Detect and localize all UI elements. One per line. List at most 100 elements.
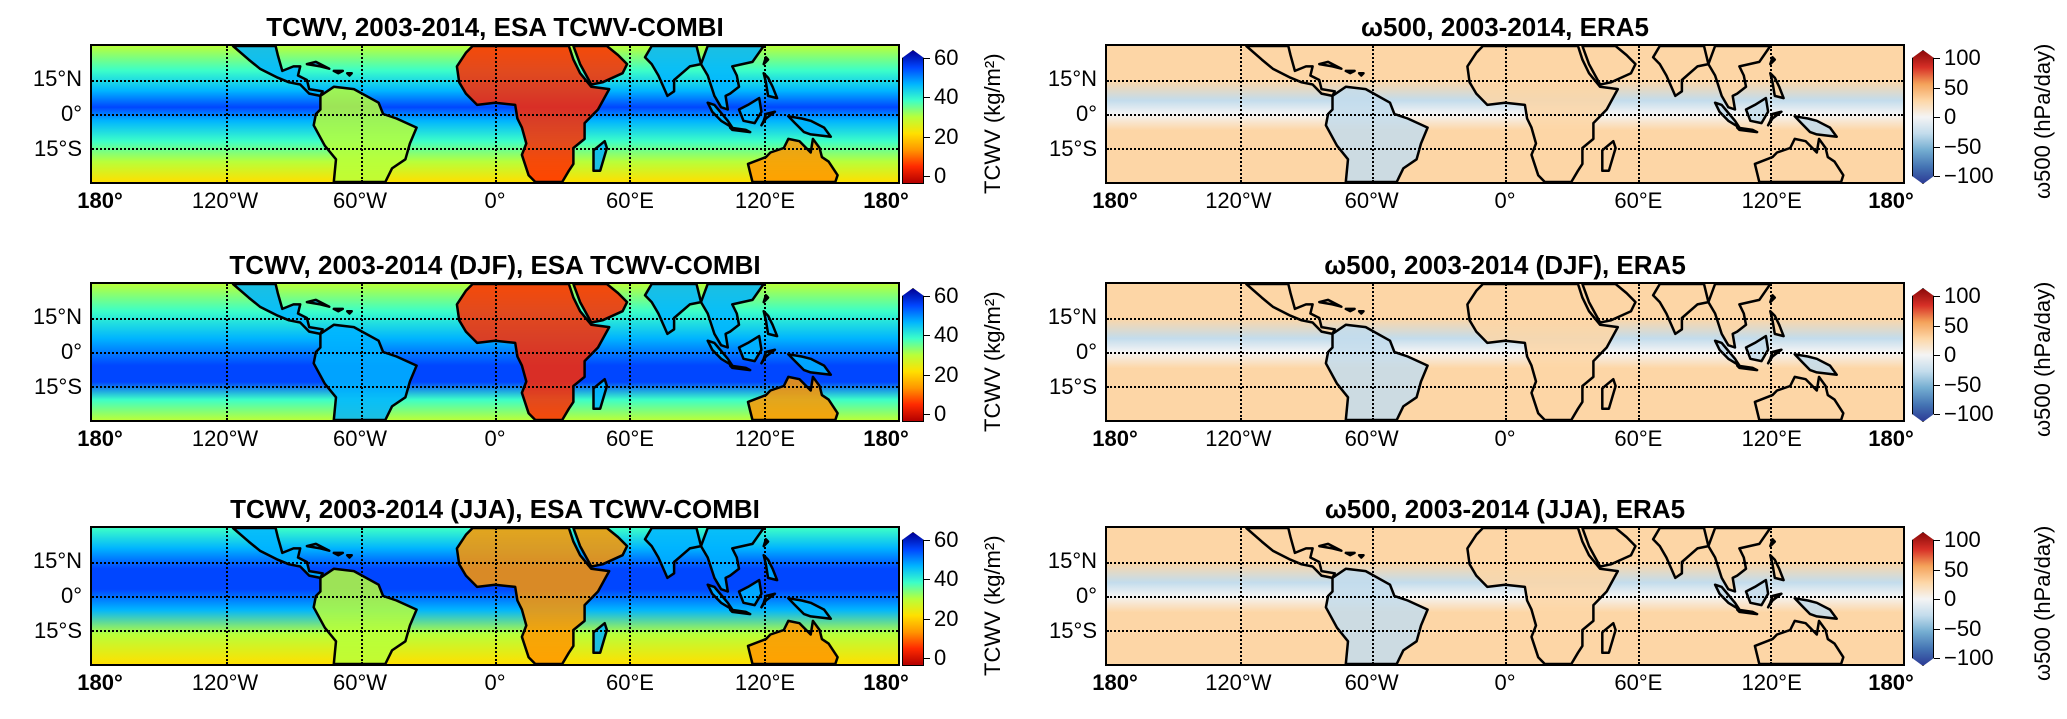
longitude-tick-label: 180° xyxy=(1092,188,1138,213)
continent-outline xyxy=(1324,85,1429,182)
continent-outline xyxy=(1581,528,1637,568)
continent-outline xyxy=(1318,60,1343,70)
longitude-tick-label: 120°E xyxy=(1741,426,1802,451)
latitude-tick-label: 15°S xyxy=(34,374,82,399)
colorbar-tick-label: 60 xyxy=(934,45,959,70)
longitude-tick-label: 0° xyxy=(484,188,506,213)
longitude-tick-label: 120°E xyxy=(1741,188,1802,213)
panel-title: ω500, 2003-2014 (DJF), ERA5 xyxy=(1324,250,1686,280)
continent-outline xyxy=(1324,323,1429,420)
map-plot xyxy=(1105,526,1905,666)
continent-outline xyxy=(1793,353,1838,376)
colorbar-tick-label: 40 xyxy=(934,84,959,110)
continent-outline xyxy=(1735,126,1759,134)
colorbar-tick-mark xyxy=(924,540,930,541)
continent-outline xyxy=(1357,71,1365,77)
colorbar-tick-label: 0 xyxy=(1944,104,1957,129)
continent-outline xyxy=(1344,551,1356,557)
continent-outline xyxy=(737,578,763,607)
latitude-tick-label: 15°S xyxy=(34,136,82,161)
continent-outline xyxy=(1744,96,1770,125)
colorbar-gradient xyxy=(902,532,924,666)
longitude-tick-label: 120°W xyxy=(191,670,259,695)
colorbar-tick-mark xyxy=(924,58,930,59)
panel-title: TCWV, 2003-2014, ESA TCWV-COMBI xyxy=(266,12,724,42)
longitude-tick-label: 0° xyxy=(484,426,506,451)
continent-outline xyxy=(728,126,752,134)
latitude-tick-label: 15°S xyxy=(1049,374,1097,399)
map-plot xyxy=(90,282,900,422)
colorbar-tick-label: 20 xyxy=(934,605,959,631)
continent-outline xyxy=(332,69,345,75)
latitude-gridline xyxy=(92,148,898,150)
latitude-tick-label: 0° xyxy=(60,339,82,364)
colorbar-gradient xyxy=(902,50,924,184)
continent-outline xyxy=(1245,284,1336,336)
longitude-tick-label: 120°E xyxy=(734,670,796,695)
continent-outline xyxy=(1735,364,1759,372)
colorbar-tick-mark xyxy=(1934,384,1940,386)
latitude-tick-label: 15°S xyxy=(1049,618,1097,643)
continent-outline xyxy=(762,309,779,338)
continent-outline xyxy=(787,353,833,376)
panel-title: TCWV, 2003-2014 (JJA), ESA TCWV-COMBI xyxy=(230,494,760,524)
longitude-tick-label: 60°E xyxy=(1614,670,1663,695)
continent-outline xyxy=(332,551,345,557)
colorbar-tick-mark xyxy=(1934,117,1940,118)
colorbar-tick-mark xyxy=(924,97,930,99)
colorbar-tick-mark xyxy=(1934,414,1940,415)
longitude-tick-label: 180° xyxy=(863,188,909,213)
continent-outline xyxy=(1769,71,1785,100)
longitude-tick-label: 180° xyxy=(1092,670,1138,695)
colorbar-tick-mark xyxy=(924,618,930,620)
colorbar-tick-mark xyxy=(1934,146,1940,148)
longitude-tick-label: 120°E xyxy=(1741,670,1802,695)
longitude-tick-label: 60°W xyxy=(332,188,388,213)
latitude-gridline xyxy=(92,114,898,116)
longitude-tick-label: 60°W xyxy=(332,670,388,695)
continent-outline xyxy=(1344,307,1356,313)
longitude-tick-label: 120°E xyxy=(734,188,796,213)
colorbar-tick-label: 100 xyxy=(1944,45,1981,70)
latitude-tick-label: 15°S xyxy=(1049,136,1097,161)
map-plot xyxy=(1105,44,1905,184)
continent-outline xyxy=(345,71,353,77)
continent-outline xyxy=(231,46,324,98)
continent-outline xyxy=(1581,284,1637,324)
colorbar-label: TCWV (kg/m²) xyxy=(980,53,1005,194)
continent-outline xyxy=(1245,528,1336,580)
colorbar-tick-label: 100 xyxy=(1944,283,1981,308)
colorbar-tick-label: 100 xyxy=(1944,527,1981,552)
continent-outline xyxy=(1344,69,1356,75)
colorbar-tick-mark xyxy=(1934,599,1940,600)
latitude-gridline xyxy=(92,386,898,388)
colorbar-tick-mark xyxy=(924,176,930,177)
continent-outline xyxy=(572,284,629,324)
latitude-gridline xyxy=(92,630,898,632)
longitude-tick-label: 0° xyxy=(1494,670,1516,695)
colorbar-tick-mark xyxy=(924,414,930,415)
colorbar-tick-label: 20 xyxy=(934,361,959,387)
longitude-tick-label: 60°W xyxy=(332,426,388,451)
colorbar-tick-label: 40 xyxy=(934,322,959,348)
colorbar-gradient xyxy=(1912,288,1934,422)
panel-title: TCWV, 2003-2014 (DJF), ESA TCWV-COMBI xyxy=(229,250,761,280)
longitude-tick-label: 0° xyxy=(1494,426,1516,451)
latitude-gridline xyxy=(1107,114,1903,116)
colorbar-label: TCWV (kg/m²) xyxy=(980,535,1005,676)
colorbar-tick-mark xyxy=(924,335,930,337)
latitude-gridline xyxy=(1107,352,1903,354)
continent-outline xyxy=(699,528,765,593)
map-plot xyxy=(90,44,900,184)
colorbar-tick-label: 50 xyxy=(1944,312,1969,338)
continent-outline xyxy=(1744,578,1770,607)
colorbar-tick-mark xyxy=(1934,296,1940,297)
latitude-tick-label: 15°S xyxy=(34,618,82,643)
latitude-tick-label: 15°N xyxy=(32,304,82,329)
colorbar-tick-mark xyxy=(1934,176,1940,177)
colorbar-tick-label: 0 xyxy=(934,645,947,670)
continent-outline xyxy=(728,364,752,372)
colorbar-tick-label: 20 xyxy=(934,123,959,149)
colorbar-tick-mark xyxy=(1934,628,1940,630)
colorbar-tick-label: 0 xyxy=(1944,342,1957,367)
